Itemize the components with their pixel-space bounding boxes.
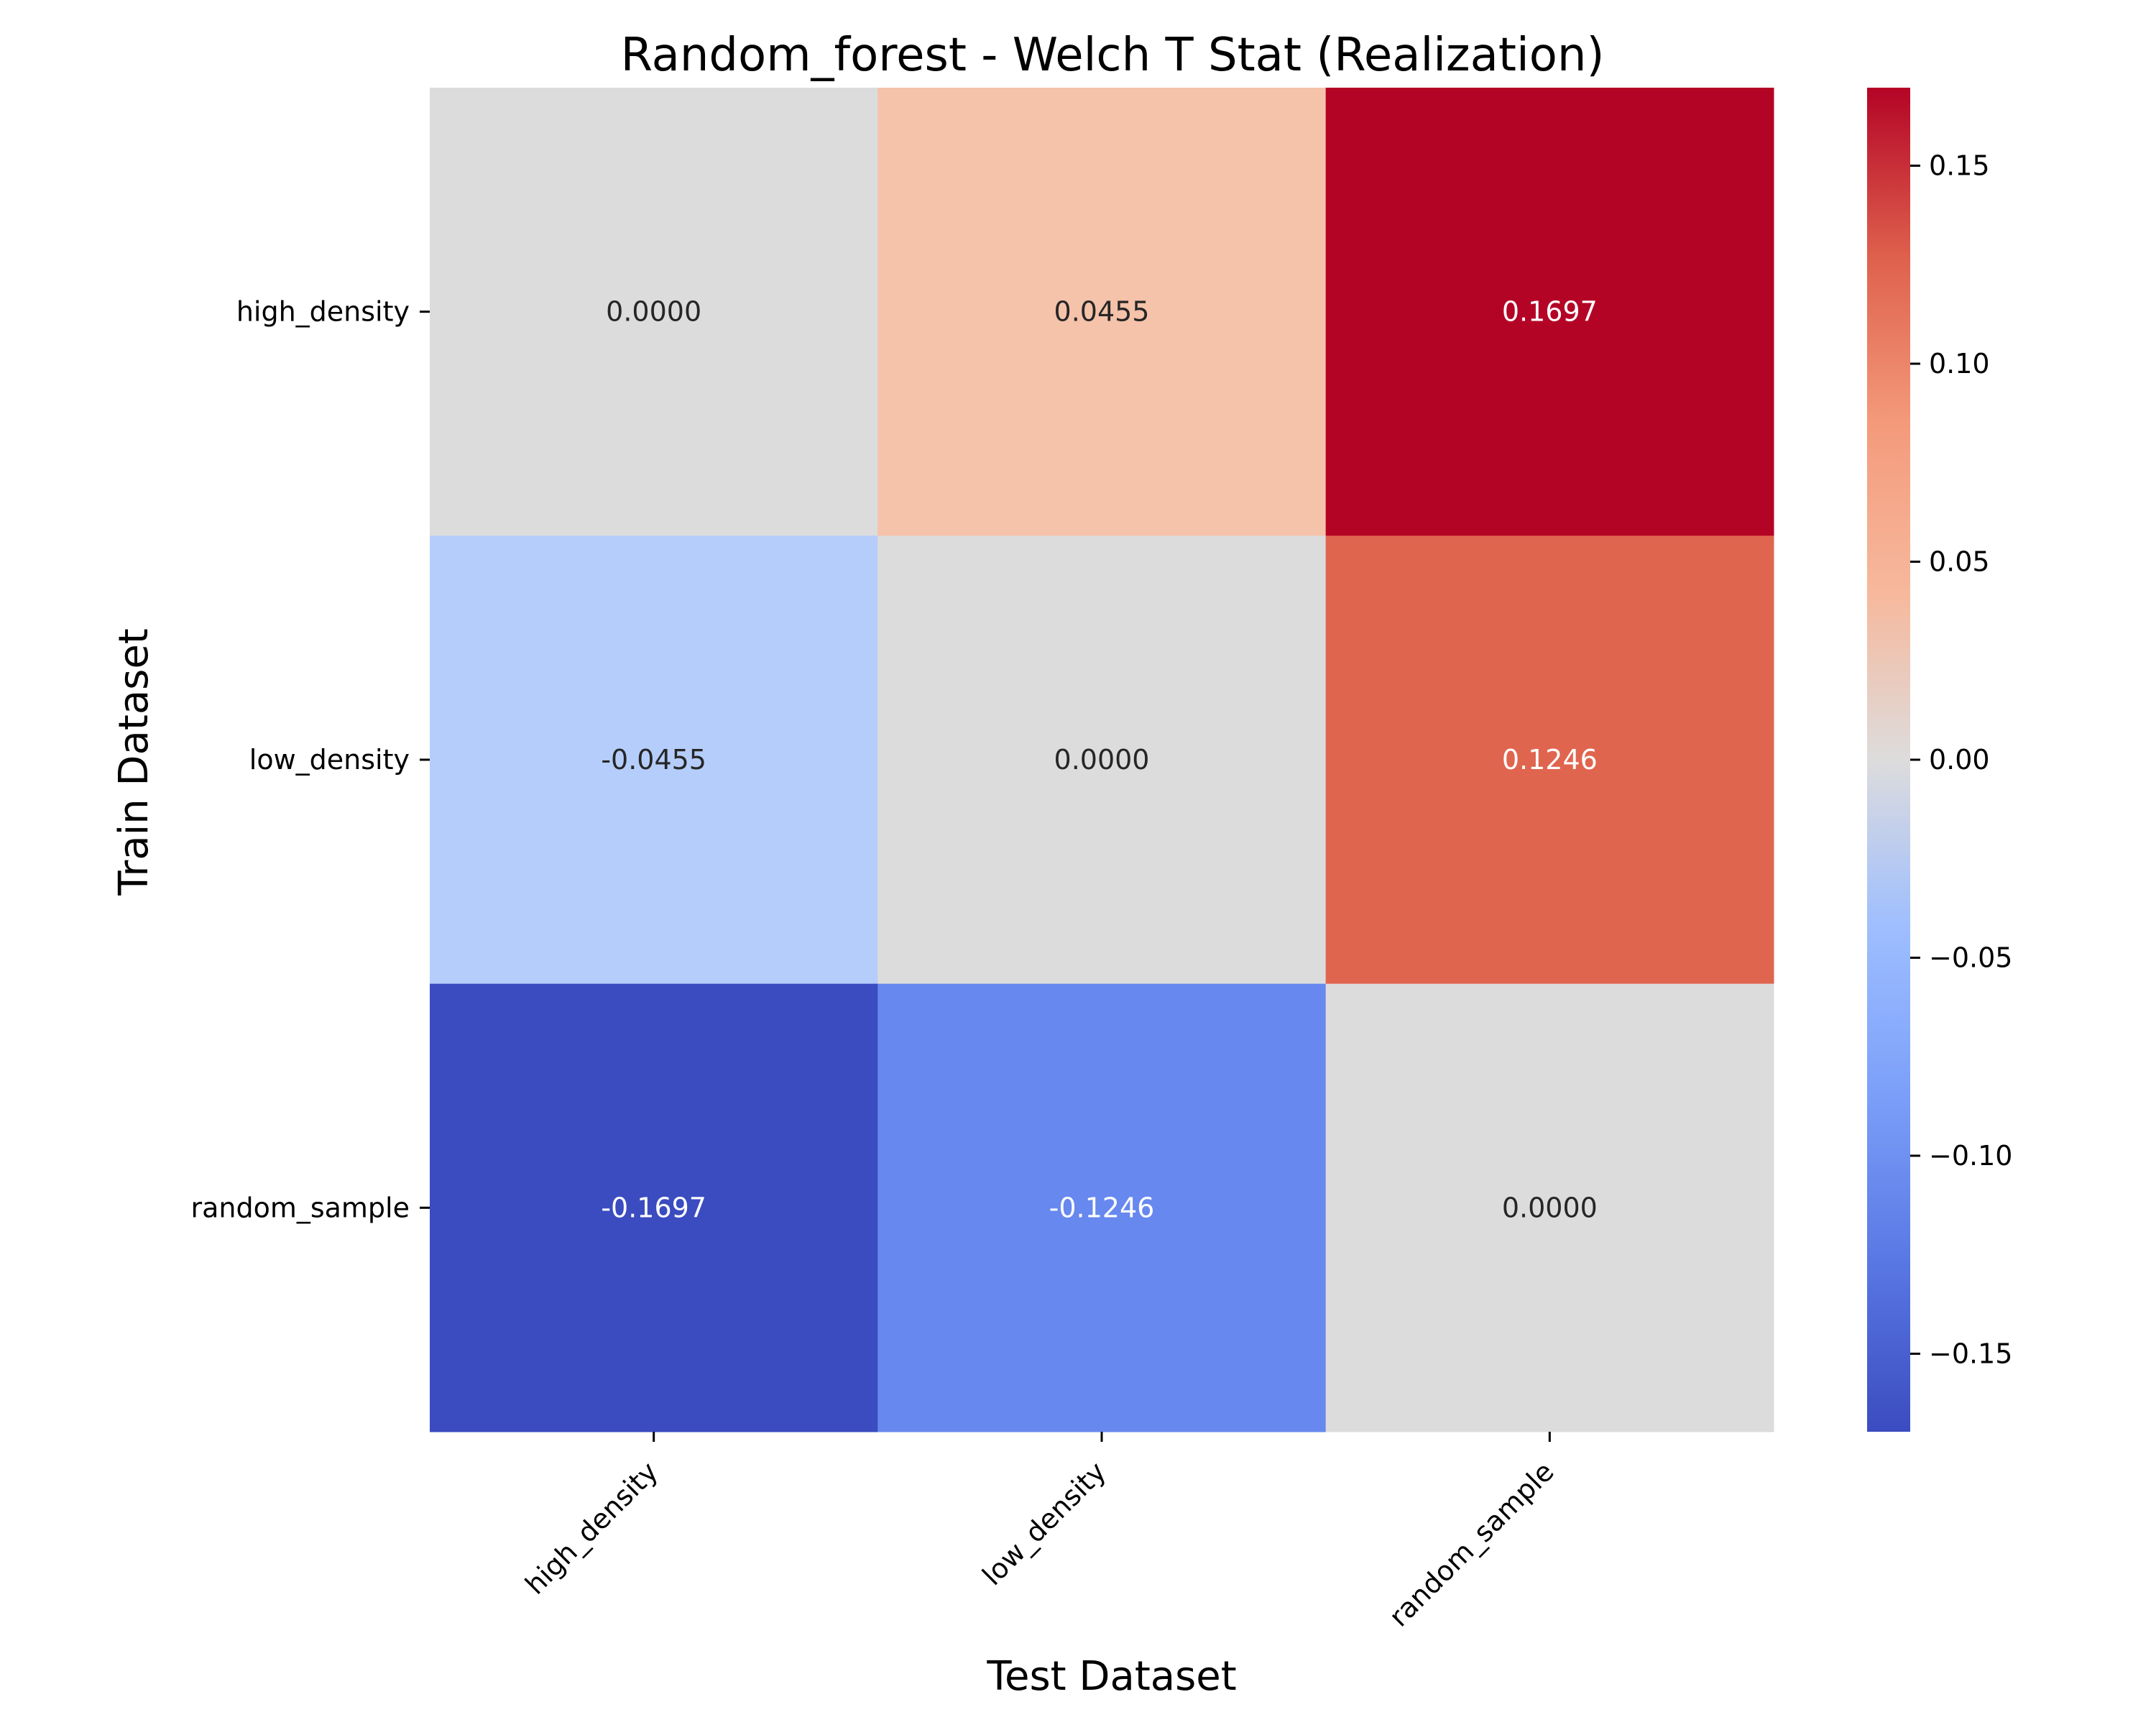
cell-value-label: -0.0455 [601,744,706,776]
heatmap-cell-high_density-low_density [877,88,1327,536]
colorbar-tick-label: −0.15 [1929,1338,2012,1369]
cell-value-label: 0.0455 [1054,296,1150,328]
cell-value-label: 0.1697 [1502,296,1598,328]
chart-title: Random_forest - Welch T Stat (Realizatio… [621,29,1605,82]
y-axis-title: Train Dataset [111,628,157,896]
y-tick-label: high_density [236,296,410,328]
cell-value-label: 0.1246 [1502,744,1598,776]
x-tick-label: high_density [519,1455,664,1601]
heatmap-cell-low_density-low_density [877,535,1327,985]
colorbar-tick-label: −0.05 [1929,942,2012,973]
heatmap-cell-random_sample-low_density [877,983,1327,1432]
heatmap-cell-low_density-random_sample [1325,535,1774,985]
cell-value-label: -0.1246 [1049,1192,1155,1223]
x-tick-label: low_density [976,1455,1112,1591]
cell-value-label: 0.0000 [1054,744,1150,776]
heatmap-cell-high_density-high_density [430,88,878,536]
heatmap-cell-low_density-high_density [430,535,878,985]
heatmap-cell-random_sample-random_sample [1325,983,1774,1432]
colorbar [1867,88,1910,1432]
colorbar-tick-label: 0.05 [1929,546,1990,578]
y-tick-label: low_density [249,744,410,776]
heatmap-cell-random_sample-high_density [430,983,878,1432]
colorbar-tick-label: −0.10 [1929,1140,2012,1172]
colorbar-tick-label: 0.00 [1929,744,1990,776]
colorbar-tick-label: 0.15 [1929,150,1990,182]
x-axis-title: Test Dataset [986,1653,1236,1700]
cell-value-label: 0.0000 [1502,1192,1598,1223]
cell-value-label: -0.1697 [601,1192,706,1223]
x-tick-label: random_sample [1383,1455,1560,1632]
cell-value-label: 0.0000 [606,296,701,328]
y-tick-label: random_sample [190,1192,410,1223]
heatmap-cell-high_density-random_sample [1325,88,1774,536]
colorbar-tick-label: 0.10 [1929,348,1990,380]
